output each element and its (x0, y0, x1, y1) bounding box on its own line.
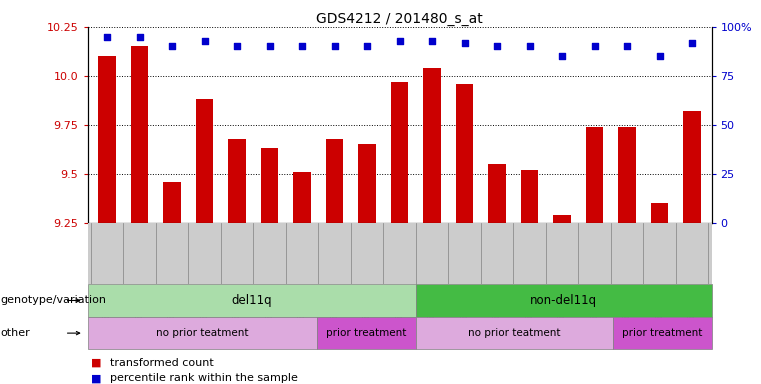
Point (393, 38, 406, 44)
Bar (456, 84, 473, 223)
Point (556, 53, 568, 59)
Point (101, 34, 113, 40)
Bar (618, 127, 636, 223)
Bar (163, 182, 181, 223)
Point (231, 43, 243, 50)
Bar (196, 99, 213, 223)
Text: other: other (0, 328, 30, 338)
Bar (326, 139, 343, 223)
Bar (98, 56, 116, 223)
Bar (293, 172, 311, 223)
Point (133, 34, 145, 40)
Bar (131, 46, 148, 223)
Point (166, 43, 178, 50)
Bar (651, 203, 668, 223)
Bar (390, 82, 409, 223)
Point (296, 43, 308, 50)
Title: GDS4212 / 201480_s_at: GDS4212 / 201480_s_at (316, 12, 483, 26)
Point (686, 40, 698, 46)
Point (426, 38, 438, 44)
Text: ■: ■ (91, 373, 102, 383)
Point (329, 43, 341, 50)
Bar (586, 127, 603, 223)
Text: transformed count: transformed count (110, 358, 214, 368)
Point (361, 43, 373, 50)
Text: del11q: del11q (231, 294, 272, 307)
Text: percentile rank within the sample: percentile rank within the sample (110, 373, 298, 383)
Point (263, 43, 275, 50)
Bar (521, 170, 539, 223)
Bar (228, 139, 246, 223)
Point (524, 43, 536, 50)
Bar (683, 111, 701, 223)
Text: non-del11q: non-del11q (530, 294, 597, 307)
Text: no prior teatment: no prior teatment (468, 328, 561, 338)
Point (621, 43, 633, 50)
Bar (358, 144, 376, 223)
Point (199, 38, 211, 44)
Bar (488, 164, 506, 223)
Point (491, 43, 503, 50)
Text: prior treatment: prior treatment (622, 328, 702, 338)
Bar (553, 215, 571, 223)
Text: genotype/variation: genotype/variation (0, 295, 106, 306)
Bar (260, 148, 279, 223)
Bar (423, 68, 441, 223)
Text: prior treatment: prior treatment (326, 328, 407, 338)
Point (654, 53, 666, 59)
Text: no prior teatment: no prior teatment (156, 328, 249, 338)
Point (458, 40, 470, 46)
Point (588, 43, 600, 50)
Text: ■: ■ (91, 358, 102, 368)
